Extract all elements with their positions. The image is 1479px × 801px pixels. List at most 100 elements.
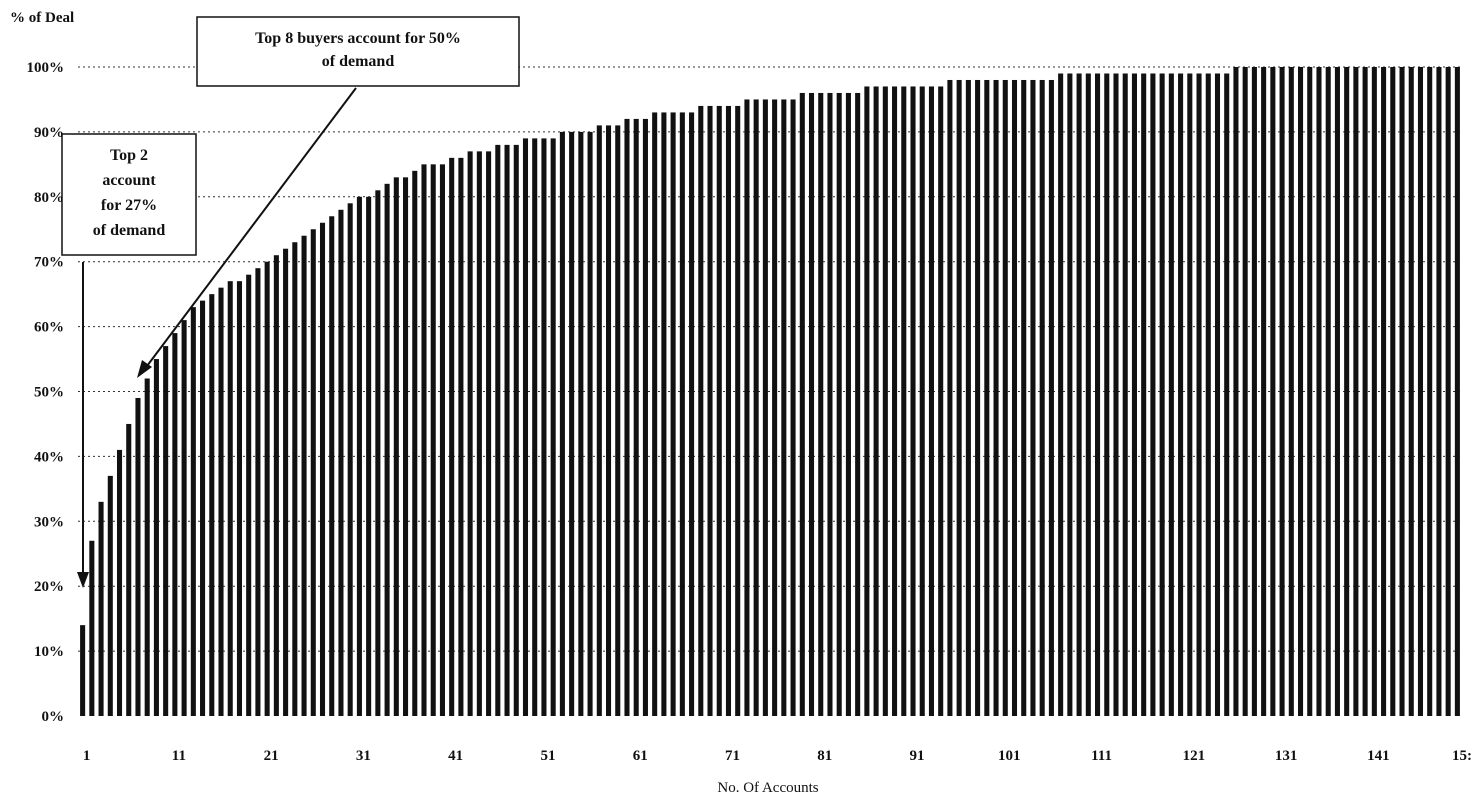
- annotation-top2-arrowhead: [77, 572, 89, 588]
- annotation-top8-box: [196, 16, 520, 87]
- bar: [181, 320, 187, 716]
- annotation-top2-line4: of demand: [93, 222, 166, 239]
- bar: [338, 209, 344, 716]
- bar: [993, 79, 999, 717]
- bar: [246, 274, 252, 716]
- y-axis-title: % of Deal: [10, 10, 74, 26]
- bar: [1288, 67, 1294, 716]
- bar: [642, 118, 648, 717]
- bar: [689, 112, 695, 717]
- bar: [1168, 73, 1174, 717]
- bar: [403, 177, 409, 716]
- bar: [1104, 73, 1110, 717]
- bar: [1178, 73, 1184, 717]
- x-axis-title: No. Of Accounts: [717, 780, 818, 796]
- bar: [366, 196, 372, 717]
- bar: [98, 501, 104, 716]
- bar: [1381, 67, 1387, 716]
- bar: [1445, 67, 1451, 716]
- bar: [513, 144, 519, 716]
- bar: [679, 112, 685, 717]
- y-tick-label: 70%: [34, 255, 64, 271]
- x-tick-label: 31: [356, 748, 371, 764]
- bar: [329, 216, 335, 716]
- bar: [606, 125, 612, 716]
- bar: [1159, 73, 1165, 717]
- bar: [984, 79, 990, 717]
- bar: [1307, 67, 1313, 716]
- bar: [1399, 67, 1405, 716]
- bar: [135, 397, 141, 716]
- annotation-top2: Top 2 account for 27% of demand: [61, 133, 197, 588]
- bar: [735, 105, 741, 716]
- bar: [1325, 67, 1331, 716]
- y-tick-label: 40%: [34, 449, 64, 465]
- bar: [633, 118, 639, 717]
- bar: [1436, 67, 1442, 716]
- bar: [89, 540, 95, 716]
- x-tick-label: 41: [448, 748, 463, 764]
- bar: [1362, 67, 1368, 716]
- x-tick-label: 101: [998, 748, 1021, 764]
- bar: [1417, 67, 1424, 716]
- bar: [845, 92, 851, 716]
- bar: [808, 92, 815, 716]
- bar: [1224, 73, 1230, 717]
- x-tick-label: 15:: [1452, 748, 1472, 764]
- bar: [975, 79, 981, 717]
- bar: [1196, 73, 1202, 717]
- x-tick-label: 21: [264, 748, 279, 764]
- bar: [550, 138, 556, 716]
- bar: [716, 105, 722, 716]
- bar: [1242, 67, 1248, 716]
- bar: [458, 157, 464, 717]
- bar: [356, 196, 362, 717]
- y-tick-labels: 0% 10% 20% 30% 40% 50% 60% 70% 80% 90% 100%: [27, 60, 65, 725]
- bar: [596, 125, 602, 716]
- bar: [892, 86, 898, 717]
- bar: [144, 378, 150, 716]
- x-tick-label: 121: [1183, 748, 1206, 764]
- bar: [80, 625, 86, 716]
- bar: [347, 203, 353, 717]
- bar: [578, 131, 584, 716]
- x-tick-label: 51: [540, 748, 555, 764]
- bar: [956, 79, 962, 717]
- bar: [301, 235, 307, 717]
- y-tick-label: 100%: [27, 60, 65, 76]
- bar: [1122, 73, 1128, 717]
- bar: [1205, 73, 1211, 717]
- y-tick-label: 30%: [34, 514, 64, 530]
- bar: [901, 86, 907, 717]
- x-tick-label: 1: [83, 748, 91, 764]
- annotation-top8-line2: of demand: [322, 53, 395, 70]
- bar: [1279, 67, 1285, 716]
- bar: [1030, 79, 1036, 717]
- bar: [430, 164, 436, 717]
- bar: [126, 423, 132, 716]
- bar: [209, 294, 215, 716]
- y-tick-label: 0%: [42, 709, 65, 725]
- bar: [882, 86, 888, 717]
- bar: [1371, 67, 1377, 716]
- bar: [486, 151, 492, 716]
- bar: [264, 261, 270, 716]
- bar: [965, 79, 971, 717]
- bar: [421, 164, 427, 717]
- y-tick-label: 90%: [34, 125, 64, 141]
- x-tick-label: 141: [1367, 748, 1390, 764]
- bar: [283, 248, 289, 716]
- bar: [1131, 73, 1137, 717]
- bar: [163, 346, 169, 716]
- bar: [1002, 79, 1008, 717]
- bar: [190, 307, 196, 716]
- bar: [1427, 67, 1433, 716]
- bar: [153, 359, 159, 716]
- bars: [80, 67, 1460, 717]
- bar: [698, 105, 704, 716]
- annotation-top8-arrowhead: [137, 360, 152, 378]
- bar: [919, 86, 925, 717]
- bar: [725, 105, 732, 716]
- bar: [818, 92, 824, 716]
